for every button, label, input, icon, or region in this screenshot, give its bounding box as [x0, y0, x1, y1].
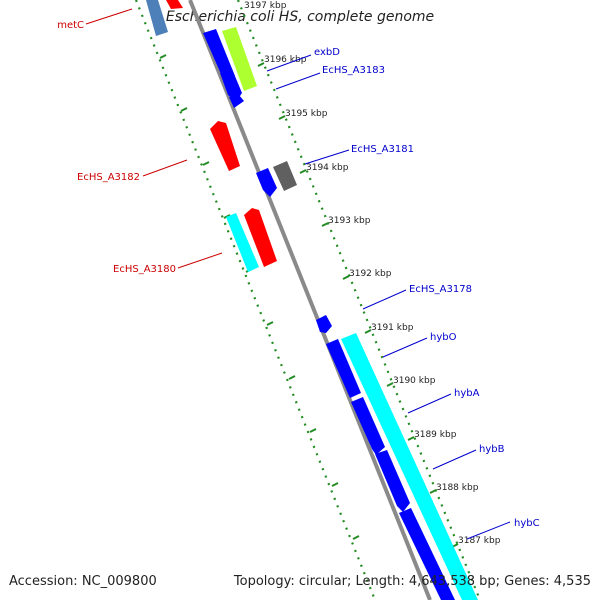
tick-mark: [429, 489, 437, 494]
callout-lines: [85, 8, 511, 540]
gene-hybC-blue[interactable]: [399, 508, 455, 600]
gene-label-hybO[interactable]: hybO: [430, 332, 457, 343]
gene-hybB-blue[interactable]: [375, 450, 410, 512]
callout-EcHS_A3183: [275, 72, 321, 90]
tick-label: 3196 kbp: [264, 55, 307, 65]
tick-label: 3191 kbp: [371, 323, 414, 333]
tick-mark: [364, 329, 372, 334]
tick-mark: [331, 482, 339, 487]
tick-mark: [352, 535, 360, 540]
gene-hyb-cyan-long[interactable]: [341, 333, 478, 600]
accession-text: Accession: NC_009800: [9, 574, 157, 589]
gene-EcHS_A3180-red[interactable]: [244, 208, 277, 267]
gene-label-hybA[interactable]: hybA: [454, 388, 480, 399]
gene-upper-blue[interactable]: [203, 29, 235, 81]
reverse-features: [146, 0, 277, 272]
callout-EcHS_A3180: [177, 252, 223, 269]
gene-label-EcHS_A3180[interactable]: EcHS_A3180: [113, 264, 176, 275]
tick-label: 3188 kbp: [436, 483, 479, 493]
callout-EcHS_A3178: [362, 289, 407, 310]
tick-label: 3194 kbp: [306, 163, 349, 173]
gene-label-hybB[interactable]: hybB: [479, 444, 505, 455]
gene-small-blue[interactable]: [229, 95, 244, 108]
tick-label: 3195 kbp: [285, 109, 328, 119]
forward-outer-guide: [236, 0, 482, 600]
tick-label: 3197 kbp: [244, 1, 287, 11]
gene-hybA-blue[interactable]: [351, 397, 385, 455]
gene-label-EcHS_A3181[interactable]: EcHS_A3181: [351, 144, 414, 155]
gene-exbD[interactable]: [222, 27, 257, 91]
callout-EcHS_A3182: [142, 159, 188, 177]
tick-label: 3192 kbp: [349, 269, 392, 279]
tick-mark: [159, 54, 167, 59]
tick-label: 3193 kbp: [328, 216, 371, 226]
callout-hybO: [382, 337, 428, 358]
reverse-outer-guide: [134, 0, 377, 600]
tick-mark: [257, 62, 265, 67]
tick-label: 3190 kbp: [393, 376, 436, 386]
callout-hybC: [466, 521, 511, 540]
gene-EcHS_A3181-blue[interactable]: [256, 168, 277, 197]
tick-mark: [180, 107, 188, 112]
gene-EcHS_A3181-grey[interactable]: [273, 161, 297, 191]
tick-mark: [299, 169, 307, 174]
callout-hybA: [407, 393, 452, 414]
gene-EcHS_A3182[interactable]: [210, 121, 240, 171]
genome-backbone: [188, 0, 432, 600]
tick-mark: [278, 115, 286, 120]
gene-label-metC[interactable]: metC: [57, 20, 84, 31]
gene-label-exbD[interactable]: exbD: [314, 47, 340, 58]
tick-mark: [288, 375, 296, 380]
gene-label-EcHS_A3182[interactable]: EcHS_A3182: [77, 172, 140, 183]
tick-mark: [386, 382, 394, 387]
genome-title: Escherichia coli HS, complete genome: [165, 9, 435, 25]
callout-metC: [85, 8, 133, 25]
gene-EcHS_A3180-cyan[interactable]: [226, 213, 259, 272]
tick-label: 3189 kbp: [414, 430, 457, 440]
tick-mark: [202, 161, 210, 166]
gene-label-EcHS_A3178[interactable]: EcHS_A3178: [409, 284, 472, 295]
callout-EcHS_A3181: [304, 149, 350, 165]
callout-hybB: [432, 449, 477, 470]
tick-mark: [407, 436, 415, 441]
tick-mark: [266, 321, 274, 326]
gene-EcHS_A3178[interactable]: [316, 315, 332, 333]
gene-label-EcHS_A3183[interactable]: EcHS_A3183: [322, 65, 385, 76]
gene-labels: metC exbD EcHS_A3183 EcHS_A3181 EcHS_A31…: [57, 20, 539, 529]
callout-exbD: [266, 54, 312, 72]
tick-labels: 3197 kbp 3196 kbp 3195 kbp 3194 kbp 3193…: [244, 1, 501, 546]
tick-mark: [321, 222, 329, 227]
gene-metC[interactable]: [146, 0, 168, 36]
gene-hybO-blue[interactable]: [326, 339, 361, 398]
genome-stats-text: Topology: circular; Length: 4,643,538 bp…: [233, 574, 591, 589]
tick-mark: [223, 214, 231, 219]
gene-EcHS_A3183[interactable]: [220, 69, 242, 102]
tick-mark: [309, 428, 317, 433]
forward-features: [203, 27, 478, 600]
gene-reverse-top[interactable]: [166, 0, 183, 9]
tick-mark: [342, 275, 350, 280]
gene-label-hybC[interactable]: hybC: [514, 518, 540, 529]
tick-label: 3187 kbp: [458, 536, 501, 546]
